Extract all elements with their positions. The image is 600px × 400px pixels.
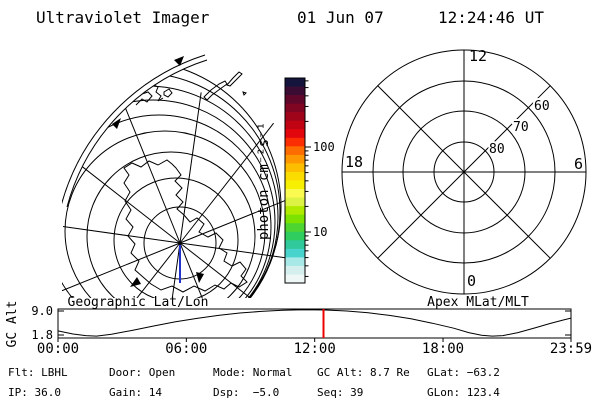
ring-label-70: 70 <box>513 120 529 135</box>
antarctica-coastline <box>123 159 248 293</box>
glon-readout: GLon: 123.4 <box>427 386 500 399</box>
altitude-xtick-label: 18:00 <box>422 341 464 357</box>
altitude-curve <box>57 309 572 337</box>
terminator-arrow-icon <box>174 56 184 66</box>
colorbar: 100 10 photon cm⁻²s⁻¹ <box>256 77 335 284</box>
date-readout: 01 Jun 07 <box>297 8 384 27</box>
australia-coastline <box>135 83 164 106</box>
dsp-readout: Dsp: −5.0 <box>213 386 280 399</box>
tasmania-coastline <box>163 88 173 98</box>
ring-label-60: 60 <box>534 99 550 114</box>
colorbar-tick-10: 10 <box>313 225 327 239</box>
ytick-1-8: 1.8 <box>31 328 53 342</box>
ring-label-80: 80 <box>489 142 505 157</box>
altitude-yticks <box>58 310 571 336</box>
altitude-xlabels: 00:00 06:00 12:00 18:00 23:59 <box>37 341 592 357</box>
flt-readout: Flt: LBHL <box>8 366 68 379</box>
glat-readout: GLat: −63.2 <box>427 366 500 379</box>
gain-readout: Gain: 14 <box>109 386 162 399</box>
terminator-arcs <box>62 54 208 208</box>
altitude-xtick-label: 06:00 <box>165 341 207 357</box>
seq-readout: Seq: 39 <box>317 386 364 399</box>
altitude-plot: 9.0 1.8 GC Alt 00:00 06:00 12:00 18:00 23:59 <box>5 301 592 357</box>
altitude-xtick-label: 12:00 <box>294 341 336 357</box>
colorbar-ticks <box>305 80 311 277</box>
meridian-grid-lines <box>62 92 288 298</box>
altitude-xtick-label: 00:00 <box>37 341 79 357</box>
instrument-title: Ultraviolet Imager <box>36 8 210 27</box>
map-caption: Geographic Lat/Lon <box>68 295 209 310</box>
altitude-plot-frame <box>57 308 572 339</box>
mlt-label-18: 18 <box>345 153 363 171</box>
altitude-ylabel: GC Alt <box>5 301 20 348</box>
gcalt-readout: GC Alt: 8.7 Re <box>317 366 410 379</box>
colorbar-label: photon cm⁻²s⁻¹ <box>256 122 272 240</box>
new-zealand-coastline <box>203 71 247 101</box>
colorbar-tick-100: 100 <box>313 140 335 154</box>
apex-polar-plot: 12 18 6 0 80 70 60 <box>341 47 587 295</box>
terminator-arrow-icon <box>112 118 121 129</box>
altitude-xtick-label: 23:59 <box>550 341 592 357</box>
latitude-grid-circles <box>62 60 282 298</box>
mlt-axes <box>342 50 586 294</box>
time-readout: 12:24:46 UT <box>438 8 544 27</box>
ytick-9: 9.0 <box>31 304 53 318</box>
geographic-map <box>62 54 288 298</box>
polar-caption: Apex MLat/MLT <box>427 295 529 310</box>
altitude-xticks <box>57 338 572 342</box>
mode-readout: Mode: Normal <box>213 366 293 379</box>
map-arrow-icon <box>130 277 141 287</box>
mlt-label-12: 12 <box>469 47 487 65</box>
mlt-label-6: 6 <box>574 155 583 173</box>
map-arrow-icon <box>196 272 204 283</box>
ip-readout: IP: 36.0 <box>8 386 61 399</box>
mlt-label-0: 0 <box>467 272 476 290</box>
door-readout: Door: Open <box>109 366 176 379</box>
colorbar-bands <box>285 78 305 284</box>
